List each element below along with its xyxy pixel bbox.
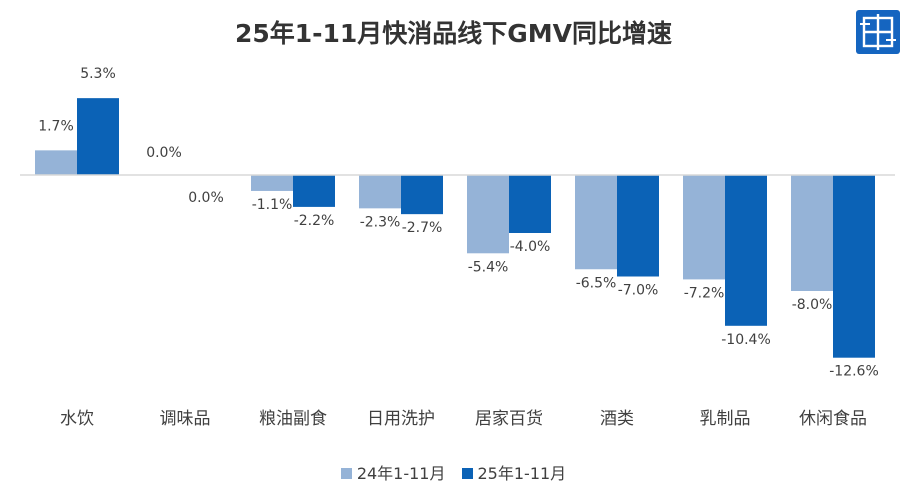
value-label: -1.1% — [252, 197, 293, 213]
value-label: -10.4% — [721, 332, 771, 348]
value-label: 5.3% — [80, 66, 116, 82]
legend-item-2: 25年1-11月 — [461, 460, 567, 484]
value-label: -7.0% — [618, 283, 659, 299]
category-label: 调味品 — [160, 409, 211, 429]
value-label: -4.0% — [510, 239, 551, 255]
legend-label: 24年1-11月 — [356, 464, 446, 483]
category-label: 居家百货 — [475, 409, 543, 429]
logo-icon — [856, 10, 900, 54]
bar-2-7 — [725, 175, 767, 326]
chart-title: 25年1-11月快消品线下GMV同比增速 — [234, 19, 673, 48]
value-label: -12.6% — [829, 364, 879, 380]
legend: 24年1-11月 25年1-11月 — [0, 460, 907, 484]
bar-1-7 — [683, 175, 725, 280]
category-label: 酒类 — [600, 409, 634, 429]
bar-1-3 — [251, 175, 293, 191]
value-label: 0.0% — [146, 145, 182, 161]
grid-logo-icon — [860, 14, 896, 50]
labels-group: 1.7% 5.3% 水饮 0.0% 0.0% 调味品 -1.1%-2.2% 粮油副食 -2.3%… — [38, 66, 879, 429]
bar-1-1 — [35, 150, 77, 175]
value-label: -7.2% — [684, 285, 725, 301]
category-label: 粮油副食 — [259, 409, 327, 429]
value-label: -2.2% — [294, 213, 335, 229]
bar-1-5 — [467, 175, 509, 254]
bar-2-4 — [401, 175, 443, 215]
value-label: -2.7% — [402, 220, 443, 236]
bars-group — [35, 98, 875, 358]
bar-2-6 — [617, 175, 659, 277]
bar-1-6 — [575, 175, 617, 270]
value-label: -8.0% — [792, 297, 833, 313]
legend-item-1: 24年1-11月 — [340, 460, 446, 484]
bar-2-5 — [509, 175, 551, 233]
legend-swatch — [461, 468, 473, 479]
category-label: 休闲食品 — [799, 409, 867, 429]
legend-swatch — [340, 468, 352, 479]
legend-label: 25年1-11月 — [477, 464, 567, 483]
value-label: -6.5% — [576, 275, 617, 291]
value-label: 1.7% — [38, 118, 74, 134]
bar-2-1 — [77, 98, 119, 175]
bar-1-4 — [359, 175, 401, 209]
category-label: 水饮 — [60, 409, 94, 429]
bar-2-3 — [293, 175, 335, 207]
value-label: 0.0% — [188, 190, 224, 206]
value-label: -5.4% — [468, 259, 509, 275]
bar-1-8 — [791, 175, 833, 291]
category-label: 日用洗护 — [367, 409, 435, 429]
category-label: 乳制品 — [700, 409, 751, 429]
value-label: -2.3% — [360, 214, 401, 230]
bar-2-8 — [833, 175, 875, 358]
